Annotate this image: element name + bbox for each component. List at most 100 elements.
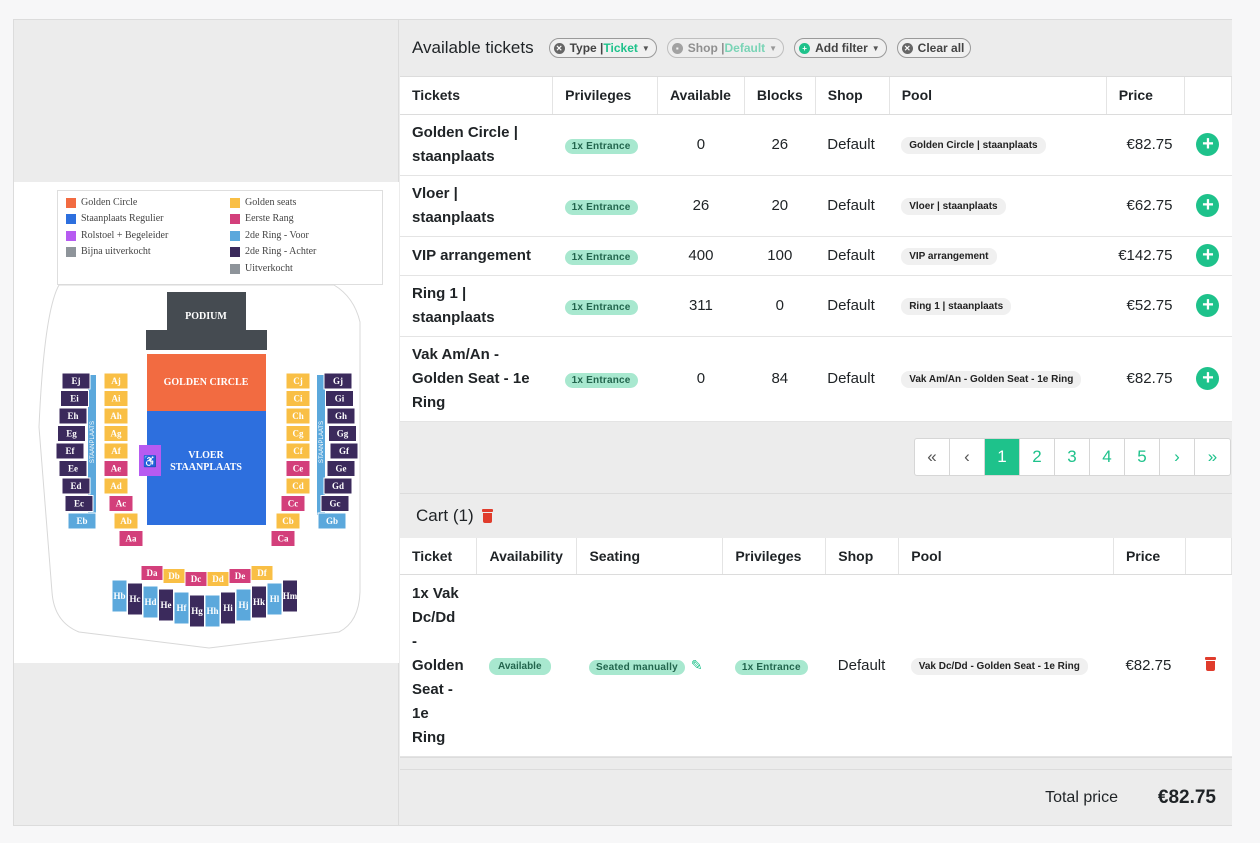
seat-section-label: Hc — [130, 594, 141, 604]
seat-section-hm[interactable] — [282, 579, 298, 613]
seat-section-gh[interactable] — [326, 407, 356, 425]
add-ticket-button[interactable]: + — [1196, 294, 1220, 317]
seat-section-ac[interactable] — [108, 495, 134, 512]
seat-section-ed[interactable] — [61, 477, 91, 495]
seat-section-df[interactable] — [250, 565, 274, 581]
seat-section-af[interactable] — [103, 442, 129, 460]
seat-section-cb[interactable] — [275, 512, 301, 530]
seat-section-ca[interactable] — [270, 530, 296, 547]
seat-section-ec[interactable] — [64, 495, 94, 512]
vloer-label-1: VLOER — [188, 450, 224, 461]
x-icon[interactable]: ✕ — [553, 42, 565, 54]
pagination-bar: « ‹ 1 2 3 4 5 › » — [400, 421, 1232, 494]
seat-section-cg[interactable] — [285, 425, 311, 442]
seat-section-label: Aj — [111, 376, 121, 386]
seat-section-eh[interactable] — [58, 407, 88, 425]
pencil-icon[interactable]: ✎ — [690, 656, 703, 673]
seat-section-cd[interactable] — [285, 477, 311, 495]
price-value: €82.75 — [1106, 336, 1185, 422]
seat-section-gg[interactable] — [328, 425, 357, 442]
remove-item-icon[interactable] — [1205, 656, 1217, 671]
page-button-5[interactable]: 5 — [1125, 438, 1160, 475]
next-page-button[interactable]: › — [1160, 438, 1195, 475]
seat-section-label: Cg — [293, 429, 304, 439]
seat-section-gi[interactable] — [325, 390, 354, 407]
seat-section-label: Ci — [294, 394, 303, 404]
col-privileges: Privileges — [552, 77, 658, 115]
ticket-name: VIP arrangement — [400, 236, 553, 276]
privilege-badge: 1x Entrance — [564, 199, 638, 215]
golden-circle-area[interactable] — [147, 354, 266, 411]
seat-section-ei[interactable] — [60, 390, 89, 407]
seat-section-label: Gh — [335, 411, 347, 421]
seat-section-gd[interactable] — [323, 477, 353, 495]
seat-section-gb[interactable] — [317, 512, 347, 530]
seat-section-cc[interactable] — [280, 495, 306, 512]
seat-section-ag[interactable] — [103, 425, 129, 442]
privilege-badge: 1x Entrance — [564, 138, 638, 154]
privilege-badge: 1x Entrance — [734, 659, 808, 675]
seat-section-ee[interactable] — [58, 460, 88, 477]
seat-section-label: Af — [111, 446, 121, 456]
seat-section-ah[interactable] — [103, 407, 129, 425]
seat-section-label: Gj — [333, 376, 343, 386]
page-button-2[interactable]: 2 — [1020, 438, 1055, 475]
seat-section-ch[interactable] — [285, 407, 311, 425]
blocks-count: 20 — [744, 175, 816, 237]
available-count: 0 — [657, 336, 745, 422]
wheelchair-area[interactable] — [139, 445, 161, 476]
seat-section-eg[interactable] — [57, 425, 86, 442]
price-value: €82.75 — [1106, 114, 1185, 176]
seat-section-ci[interactable] — [285, 390, 311, 407]
shop-value: Default — [815, 275, 890, 337]
trash-icon[interactable] — [481, 508, 493, 523]
seat-section-label: Cj — [293, 376, 303, 386]
seat-section-cj[interactable] — [285, 372, 311, 390]
tickets-panel: Available tickets ✕ Type | Ticket ▼ ▪ Shop … — [400, 20, 1233, 825]
available-count: 26 — [657, 175, 745, 237]
page-button-3[interactable]: 3 — [1055, 438, 1090, 475]
price-value: €142.75 — [1106, 236, 1185, 276]
seat-sections: Ej Ei Eh Eg Ef Ee Ed Ec Eb Aj Ai Ah Ag Af Ae Ad Ac Ab Aa Cj… — [55, 372, 359, 628]
vloer-area[interactable] — [147, 411, 266, 525]
seat-section-ej[interactable] — [61, 372, 91, 390]
add-filter-chip[interactable]: + Add filter ▼ — [794, 38, 887, 58]
seat-section-ae[interactable] — [103, 460, 129, 477]
seat-section-ge[interactable] — [326, 460, 356, 477]
ticket-name: Vak Am/An - Golden Seat - 1e Ring — [400, 336, 553, 422]
add-ticket-button[interactable]: + — [1196, 194, 1220, 217]
seat-section-ce[interactable] — [285, 460, 311, 477]
seat-section-gc[interactable] — [320, 495, 350, 512]
add-ticket-button[interactable]: + — [1196, 367, 1220, 390]
page-button-1[interactable]: 1 — [985, 438, 1020, 475]
seat-section-gf[interactable] — [329, 442, 359, 460]
main-frame: Golden Circle Golden seats Staanplaats R… — [13, 19, 1233, 826]
clear-all-chip[interactable]: ✕ Clear all — [896, 38, 972, 58]
prev-page-button[interactable]: ‹ — [950, 438, 985, 475]
seat-section-gj[interactable] — [323, 372, 353, 390]
seat-section-ai[interactable] — [103, 390, 129, 407]
seat-section-ad[interactable] — [103, 477, 129, 495]
x-icon: ✕ — [901, 42, 913, 54]
legend-item: 2de Ring - Achter — [230, 246, 316, 257]
seating-badge: Seated manually — [588, 659, 685, 675]
seat-section-ab[interactable] — [113, 512, 139, 530]
seat-section-label: Ah — [110, 411, 122, 421]
seat-section-label: Ge — [336, 464, 347, 474]
seat-section-label: Hg — [191, 606, 203, 616]
seat-section-ef[interactable] — [55, 442, 85, 460]
page-button-4[interactable]: 4 — [1090, 438, 1125, 475]
last-page-button[interactable]: » — [1207, 446, 1218, 466]
seat-section-eb[interactable] — [67, 512, 97, 530]
seat-section-label: Gg — [337, 429, 349, 439]
shop-value: Default — [815, 236, 890, 276]
table-row: VIP arrangement 1x Entrance 400 100 Defa… — [400, 236, 1232, 276]
seat-section-aa[interactable] — [118, 530, 144, 547]
seat-section-cf[interactable] — [285, 442, 311, 460]
seat-section-aj[interactable] — [103, 372, 129, 390]
first-page-button[interactable]: « — [915, 438, 950, 475]
type-filter-chip[interactable]: ✕ Type | Ticket ▼ — [548, 38, 657, 58]
legend-item: Rolstoel + Begeleider — [66, 230, 168, 241]
add-ticket-button[interactable]: + — [1196, 244, 1220, 267]
add-ticket-button[interactable]: + — [1196, 133, 1220, 156]
